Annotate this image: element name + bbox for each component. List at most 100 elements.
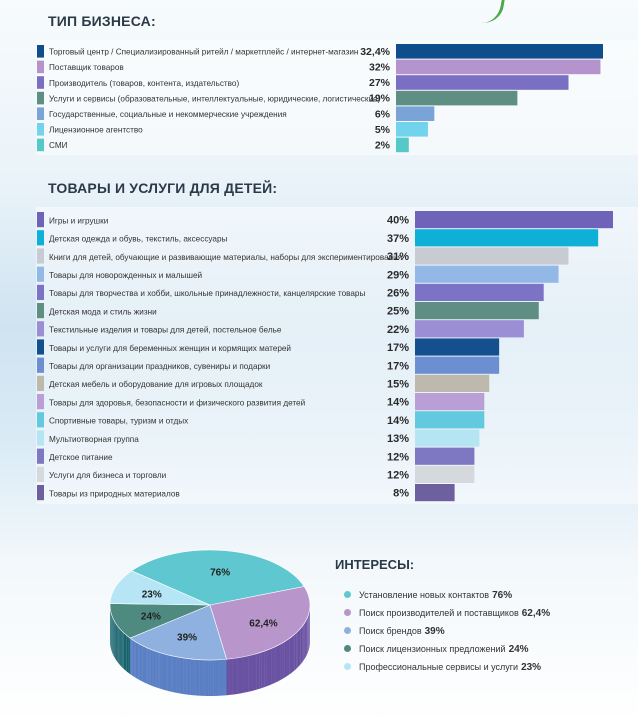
business-type-label: Лицензионное агентство <box>49 126 143 135</box>
pie-slice-side <box>135 641 138 679</box>
children-goods-bar <box>415 320 524 338</box>
children-goods-value-label: 12% <box>387 451 409 463</box>
business-type-swatch <box>37 107 44 120</box>
business-type-row: СМИ 2% <box>37 137 409 153</box>
children-goods-bar <box>415 447 475 465</box>
business-type-value-label: 19% <box>369 93 391 105</box>
legend-dot-icon <box>344 645 351 653</box>
legend-item: Профессиональные сервисы и услуги 23% <box>344 659 634 675</box>
pie-slice-side <box>195 659 198 696</box>
business-type-swatch <box>37 45 44 58</box>
children-goods-label: Книги для детей, обучающие и развивающие… <box>49 253 402 262</box>
pie-slice-side <box>232 658 236 695</box>
pie-slice-side <box>143 646 146 683</box>
pie-slice-side <box>174 656 177 693</box>
business-type-swatch <box>37 91 44 105</box>
pie-slice-side <box>226 658 230 696</box>
pie-slice-side <box>291 635 294 673</box>
pie-slice-side <box>254 653 257 691</box>
business-type-label: СМИ <box>49 141 68 150</box>
pie-slice-side <box>211 659 214 696</box>
pie-slice-side <box>284 640 287 678</box>
children-goods-bar <box>415 356 500 374</box>
pie-slice-side <box>144 646 147 684</box>
pie-slice-side <box>120 629 121 666</box>
pie-slice-side <box>171 655 173 693</box>
pie-slice-side <box>306 618 308 656</box>
pie-slice-side <box>124 633 126 671</box>
children-goods-row: Текстильные изделия и товары для детей, … <box>37 320 524 338</box>
pie-slice-side <box>125 634 127 672</box>
children-goods-swatch <box>37 485 44 501</box>
children-goods-swatch <box>37 212 44 228</box>
pie-slice-side <box>273 646 276 684</box>
pie-slice-side <box>256 652 260 690</box>
pie-slice-side <box>131 638 133 676</box>
pie-slice-side <box>119 627 120 665</box>
children-goods-label: Товары и услуги для беременных женщин и … <box>49 344 291 353</box>
legend-item: Поиск производителей и поставщиков 62,4% <box>344 605 634 621</box>
business-type-bar <box>396 122 428 137</box>
business-type-label: Производитель (товаров, контента, издате… <box>49 79 239 88</box>
pie-slice-side <box>153 650 156 688</box>
pie-slice-side <box>186 658 189 695</box>
business-type-swatch <box>37 76 44 89</box>
pie-slice-side <box>289 636 292 675</box>
pie-slice-side <box>136 642 139 680</box>
children-goods-value-label: 17% <box>387 342 409 354</box>
pie-slice-side <box>177 657 180 694</box>
pie-slice-side <box>147 648 150 685</box>
children-goods-value-label: 31% <box>387 251 409 263</box>
pie-slice-side <box>132 639 134 677</box>
pie-slice-side <box>245 655 249 693</box>
business-type-value-label: 27% <box>369 77 391 89</box>
children-goods-row: Детская мода и стиль жизни 25% <box>37 302 539 320</box>
business-type-value-label: 32,4% <box>360 46 390 58</box>
legend-item: Поиск брендов 39% <box>344 623 634 639</box>
pie-slice-side <box>199 659 202 696</box>
business-type-row: Производитель (товаров, контента, издате… <box>37 75 569 90</box>
business-type-swatch <box>37 60 44 74</box>
legend-label: Поиск лицензионных предложений <box>359 644 506 654</box>
pie-slice-side <box>128 636 129 674</box>
pie-slice-side <box>261 651 265 689</box>
children-goods-value-label: 17% <box>387 360 409 372</box>
business-type-row: Государственные, социальные и некоммерче… <box>37 106 435 121</box>
pie-slice-side <box>266 649 270 687</box>
children-goods-value-label: 37% <box>387 233 409 245</box>
children-goods-bar <box>415 393 485 411</box>
children-goods-label: Услуги для бизнеса и торговли <box>49 471 166 480</box>
children-goods-row: Товары для творчества и хобби, школьные … <box>37 283 544 301</box>
pie-slice-side <box>150 649 153 686</box>
pie-slice-label: 39% <box>177 633 197 644</box>
legend-label: Поиск производителей и поставщиков <box>359 608 519 618</box>
pie-slice-side <box>229 658 233 695</box>
pie-slice-side <box>122 631 124 669</box>
pie-slice-side <box>188 658 191 695</box>
children-goods-row: Детская мебель и оборудование для игровы… <box>37 374 490 392</box>
pie-slice-side <box>302 624 304 662</box>
children-goods-bar <box>415 247 569 265</box>
pie-slice-side <box>308 613 309 652</box>
business-type-bar <box>396 106 435 121</box>
pie-slice-side <box>176 656 179 694</box>
pie-slice-side <box>268 648 272 686</box>
children-goods-swatch <box>37 303 44 319</box>
business-type-title: ТИП БИЗНЕСА: <box>48 13 156 29</box>
pie-slice-label: 24% <box>141 611 161 622</box>
business-type-swatch <box>37 138 44 152</box>
pie-slice-side <box>210 659 213 696</box>
pie-slice-side <box>280 643 283 681</box>
children-goods-bar <box>415 265 559 283</box>
pie-slice <box>131 549 305 606</box>
children-goods-bar <box>415 374 490 392</box>
children-goods-swatch <box>37 448 44 464</box>
children-goods-swatch <box>37 430 44 446</box>
pie-slice-side <box>181 657 184 695</box>
pie-slice-side <box>123 632 124 669</box>
business-type-row: Поставщик товаров 32% <box>37 59 601 75</box>
business-type-value-label: 2% <box>375 140 391 152</box>
pie-slice-side <box>285 639 288 677</box>
pie-slice-side <box>206 659 209 696</box>
pie-slice-side <box>155 650 157 688</box>
